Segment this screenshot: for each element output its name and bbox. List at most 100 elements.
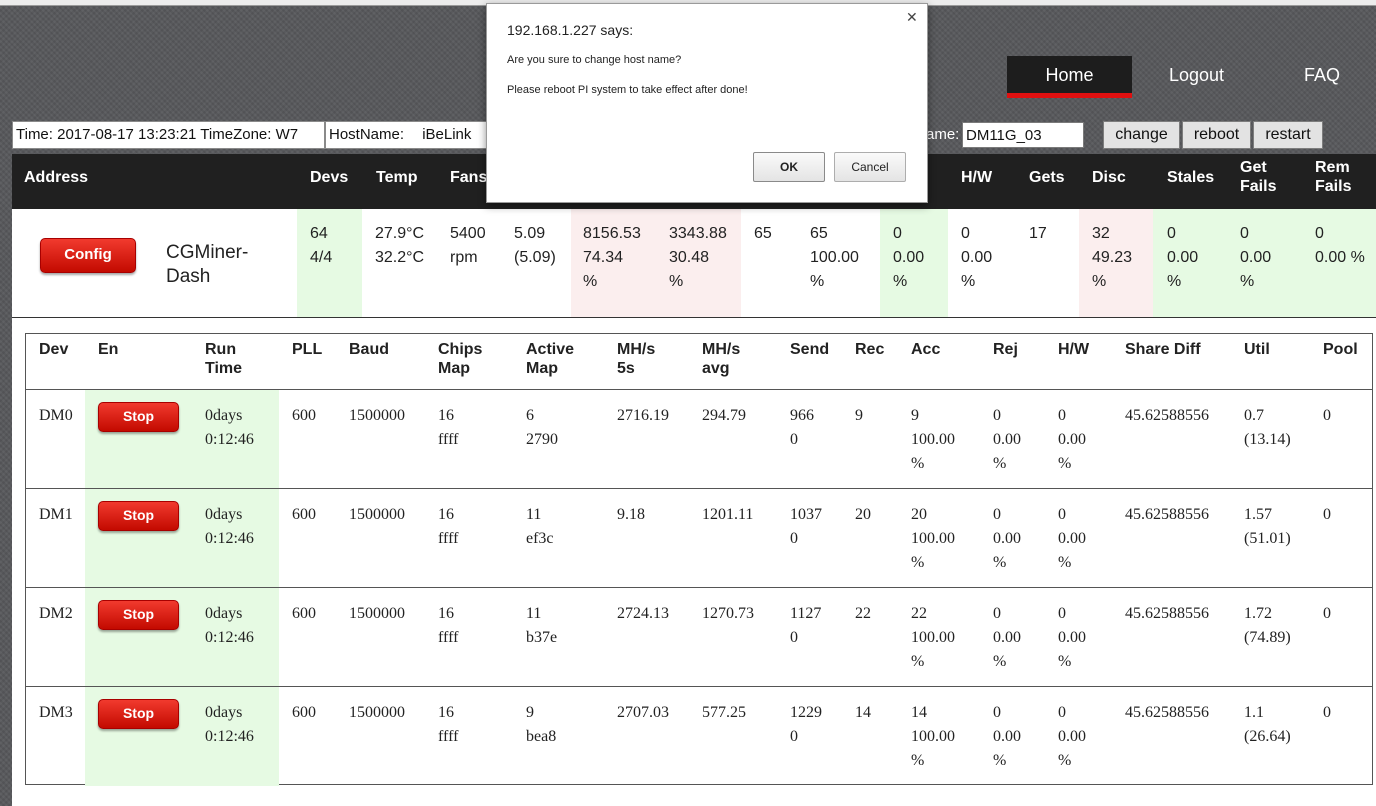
summary-disc: 32 49.23 % [1092,225,1133,290]
hw: 0 0.00 % [1058,407,1086,472]
pool: 0 [1323,704,1331,721]
baud: 1500000 [349,605,405,622]
time-display: Time: 2017-08-17 13:23:21 TimeZone: W7 [12,121,325,149]
active-map: 6 2790 [526,407,558,448]
run-time: 0days 0:12:46 [205,704,254,745]
acc: 22 100.00 % [911,605,955,670]
chips-map: 16 ffff [438,605,459,646]
rec: 9 [855,407,863,424]
pll: 600 [292,506,316,523]
header-rej: Rej [993,341,1018,358]
rej: 0 0.00 % [993,407,1021,472]
dev-id: DM1 [39,506,73,523]
rej: 0 0.00 % [993,506,1021,571]
summary-devs: 64 4/4 [310,225,333,266]
active-map: 11 ef3c [526,506,554,547]
header-disc: Disc [1092,169,1126,186]
fails-cell-bg [1153,209,1376,317]
header-gets: Gets [1029,169,1065,186]
pll: 600 [292,605,316,622]
config-button[interactable]: Config [40,238,136,273]
mhs-5s: 9.18 [617,506,645,523]
hostname-label: HostName: [329,126,405,143]
rej: 0 0.00 % [993,704,1021,769]
new-hostname-input[interactable] [962,122,1084,148]
header-baud: Baud [349,341,389,358]
restart-button[interactable]: restart [1253,121,1323,149]
dialog-message-line2: Please reboot PI system to take effect a… [507,84,748,96]
new-hostname-label: ame: [926,126,960,143]
share-diff: 45.62588556 [1125,407,1209,424]
stop-button-dm2[interactable]: Stop [98,600,179,630]
reboot-button[interactable]: reboot [1182,121,1251,149]
pll: 600 [292,407,316,424]
summary-name: CGMiner-Dash [166,242,249,287]
share-diff: 45.62588556 [1125,704,1209,721]
mhs-avg: 294.79 [702,407,746,424]
pool: 0 [1323,506,1331,523]
baud: 1500000 [349,506,405,523]
util: 1.57 (51.01) [1244,506,1291,547]
nav-faq[interactable]: FAQ [1303,65,1340,85]
summary-gets: 17 [1029,225,1047,242]
header-get-fails: Get Fails [1240,159,1277,195]
devs-cell-bg [297,209,362,317]
header-mhs-avg: MH/s avg [702,341,741,377]
stop-button-dm3[interactable]: Stop [98,699,179,729]
ok-button[interactable]: OK [753,152,825,182]
rec: 20 [855,506,871,523]
summary-rem-fails: 0 0.00 % [1315,225,1365,266]
acc: 9 100.00 % [911,407,955,472]
header-acc: Acc [911,341,941,358]
share-diff: 45.62588556 [1125,605,1209,622]
chips-map: 16 ffff [438,506,459,547]
nav-home[interactable]: Home [1007,56,1132,98]
cancel-button[interactable]: Cancel [834,152,906,182]
send: 1127 0 [790,605,822,646]
mhs-5s: 2707.03 [617,704,669,721]
stop-button-dm1[interactable]: Stop [98,501,179,531]
header-util: Util [1244,341,1270,358]
table-row: DM1 Stop 0days 0:12:46 600 1500000 16 ff… [26,489,1372,588]
header-temp: Temp [376,169,418,186]
confirm-dialog: 192.168.1.227 says: ✕ Are you sure to ch… [486,3,928,203]
header-stales: Stales [1167,169,1215,186]
summary-accepted: 65 100.00 % [810,225,859,290]
baud: 1500000 [349,407,405,424]
summary-hw: 0 0.00 % [961,225,993,290]
dev-id: DM0 [39,407,73,424]
devices-header-row: Dev En Run Time PLL Baud Chips Map Activ… [26,334,1372,390]
mhs-avg: 577.25 [702,704,746,721]
summary-mhs-avg: 8156.53 74.34 % [583,225,641,290]
hostname-display: HostName: iBeLink [325,121,488,149]
table-row: DM3 Stop 0days 0:12:46 600 1500000 16 ff… [26,687,1372,786]
header-fans: Fans [450,169,488,186]
hw: 0 0.00 % [1058,605,1086,670]
header-active-map: Active Map [526,341,575,377]
header-mhs-5s: MH/s 5s [617,341,656,377]
table-row: DM2 Stop 0days 0:12:46 600 1500000 16 ff… [26,588,1372,687]
pll: 600 [292,704,316,721]
header-rem-fails: Rem Fails [1315,159,1352,195]
mhs-5s: 2716.19 [617,407,669,424]
hw: 0 0.00 % [1058,704,1086,769]
rec: 22 [855,605,871,622]
acc: 20 100.00 % [911,506,955,571]
header-send: Send [790,341,830,358]
header-rec: Rec [855,341,885,358]
chips-map: 16 ffff [438,704,459,745]
stop-button-dm0[interactable]: Stop [98,402,179,432]
run-time: 0days 0:12:46 [205,605,254,646]
run-time: 0days 0:12:46 [205,506,254,547]
hw: 0 0.00 % [1058,506,1086,571]
active-map: 9 bea8 [526,704,557,745]
summary-col-a: 65 [754,225,772,242]
disc-cell-bg [1079,209,1153,317]
nav-logout[interactable]: Logout [1168,65,1225,85]
header-en: En [98,341,119,358]
change-button[interactable]: change [1103,121,1180,149]
rej: 0 0.00 % [993,605,1021,670]
devices-table: Dev En Run Time PLL Baud Chips Map Activ… [25,333,1373,786]
close-icon[interactable]: ✕ [906,9,918,25]
hostname-value: iBeLink [422,126,472,143]
